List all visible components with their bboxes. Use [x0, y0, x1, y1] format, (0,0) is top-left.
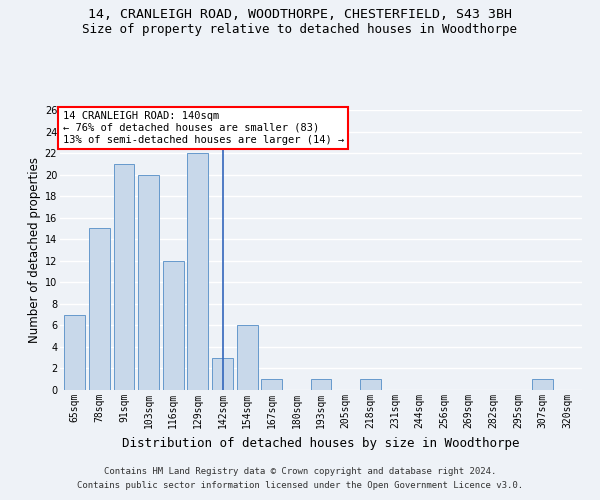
Bar — [113, 164, 134, 390]
Bar — [187, 153, 208, 390]
Bar — [236, 326, 257, 390]
Bar — [532, 379, 553, 390]
Text: Contains public sector information licensed under the Open Government Licence v3: Contains public sector information licen… — [77, 481, 523, 490]
Bar — [163, 261, 184, 390]
Bar — [89, 228, 110, 390]
Text: Size of property relative to detached houses in Woodthorpe: Size of property relative to detached ho… — [83, 22, 517, 36]
Text: 14, CRANLEIGH ROAD, WOODTHORPE, CHESTERFIELD, S43 3BH: 14, CRANLEIGH ROAD, WOODTHORPE, CHESTERF… — [88, 8, 512, 20]
Bar — [138, 174, 159, 390]
Bar — [261, 379, 282, 390]
Text: Distribution of detached houses by size in Woodthorpe: Distribution of detached houses by size … — [122, 438, 520, 450]
Y-axis label: Number of detached properties: Number of detached properties — [28, 157, 41, 343]
Bar — [360, 379, 381, 390]
Bar — [212, 358, 233, 390]
Text: 14 CRANLEIGH ROAD: 140sqm
← 76% of detached houses are smaller (83)
13% of semi-: 14 CRANLEIGH ROAD: 140sqm ← 76% of detac… — [62, 112, 344, 144]
Bar — [311, 379, 331, 390]
Bar — [64, 314, 85, 390]
Text: Contains HM Land Registry data © Crown copyright and database right 2024.: Contains HM Land Registry data © Crown c… — [104, 468, 496, 476]
